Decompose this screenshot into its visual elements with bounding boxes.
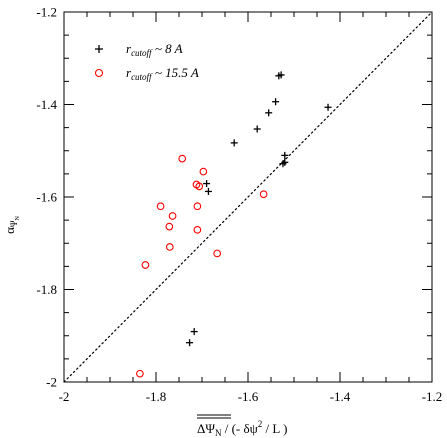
x-tick-label: -2 — [59, 389, 70, 404]
x-axis-label: ΔΨN / (- δψ2 / L ) — [197, 414, 287, 438]
data-point-circle — [259, 190, 268, 199]
data-point-plus — [281, 151, 289, 159]
y-tick-label: -1.6 — [36, 190, 57, 205]
x-tick-label: -1.8 — [146, 389, 167, 404]
data-point-plus — [230, 139, 238, 147]
minor-ticks — [64, 12, 432, 382]
identity-diagonal-line — [63, 11, 433, 383]
data-point-plus — [277, 71, 285, 79]
data-point-plus — [279, 160, 287, 168]
series-8A-points — [186, 71, 332, 347]
data-point-plus — [265, 109, 273, 117]
data-point-circle — [136, 369, 144, 378]
data-point-plus — [203, 180, 211, 188]
x-tick-label: -1.4 — [330, 389, 351, 404]
data-point-circle — [193, 225, 202, 234]
legend-label-15.5A: rcutoff ~ 15.5 A — [126, 65, 199, 82]
x-tick-labels: -2 -1.8 -1.6 -1.4 -1.2 — [59, 389, 443, 404]
legend: rcutoff ~ 8 A rcutoff ~ 15.5 A — [94, 41, 199, 82]
data-point-circle — [165, 222, 174, 231]
data-point-circle — [168, 212, 177, 220]
y-tick-label: -2 — [46, 375, 57, 390]
data-point-plus — [204, 187, 212, 195]
y-tick-label: -1.2 — [36, 5, 57, 20]
legend-label-8A: rcutoff ~ 8 A — [126, 41, 183, 58]
data-point-circle — [199, 167, 208, 176]
data-point-circle — [195, 182, 204, 191]
data-point-plus — [186, 339, 194, 347]
data-point-circle — [178, 154, 187, 163]
y-axis-label: αΨN — [2, 215, 21, 233]
y-tick-label: -1.4 — [36, 97, 57, 112]
svg-text:ΔΨN / (- δψ2 / L ): ΔΨN / (- δψ2 / L ) — [197, 419, 287, 438]
series-15.5A-points — [136, 154, 268, 378]
data-point-plus — [190, 328, 198, 336]
x-tick-label: -1.6 — [238, 389, 259, 404]
data-point-plus — [324, 103, 332, 111]
data-point-circle — [165, 243, 174, 251]
y-tick-label: -1.8 — [36, 282, 57, 297]
x-tick-label: -1.2 — [422, 389, 443, 404]
data-point-circle — [141, 261, 150, 269]
legend-marker-plus — [95, 45, 103, 53]
y-tick-labels: -2 -1.8 -1.6 -1.4 -1.2 — [36, 5, 57, 390]
svg-text:αΨN: αΨN — [2, 215, 21, 233]
data-point-circle — [193, 202, 202, 211]
data-point-plus — [253, 125, 261, 133]
data-point-circle — [213, 249, 222, 258]
data-point-circle — [156, 202, 165, 211]
plot-frame — [63, 11, 433, 383]
data-point-plus — [272, 98, 280, 106]
legend-marker-circle — [94, 68, 104, 78]
